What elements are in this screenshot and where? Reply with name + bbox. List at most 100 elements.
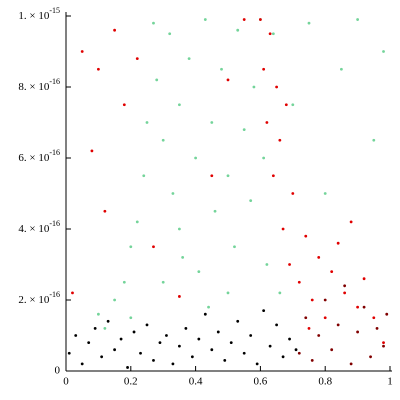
point [181, 256, 185, 259]
x-tick-label: 0.4 [189, 376, 203, 388]
point [242, 18, 246, 21]
x-tick-label: 1 [387, 376, 393, 388]
point [90, 149, 94, 153]
point [249, 334, 253, 337]
point [340, 67, 343, 71]
point [356, 18, 359, 21]
point [275, 323, 278, 327]
point [142, 174, 146, 178]
y-tick-exponent: -16 [49, 77, 60, 86]
y-tick-mantissa: 8. × 10 [18, 81, 49, 93]
x-tick-label: 0.2 [124, 376, 138, 388]
point [132, 330, 136, 334]
point [284, 103, 288, 107]
point [152, 245, 155, 249]
point [213, 209, 217, 213]
point [323, 316, 327, 320]
point [93, 327, 97, 330]
point [317, 334, 321, 337]
point [216, 330, 220, 334]
y-tick-mantissa: 2. × 10 [18, 294, 49, 306]
point [97, 312, 100, 316]
point [226, 174, 230, 178]
point [178, 344, 181, 348]
point [226, 78, 230, 82]
point [323, 192, 327, 195]
point [229, 341, 233, 344]
point [197, 337, 201, 341]
point [317, 256, 321, 259]
point [97, 67, 100, 71]
point [349, 362, 353, 366]
point [165, 334, 168, 337]
point [271, 32, 275, 36]
point [103, 209, 107, 213]
point [275, 85, 278, 89]
point [80, 50, 84, 53]
y-tick-label: 0 [55, 365, 61, 377]
point [323, 298, 327, 302]
point [304, 316, 308, 320]
point [210, 348, 214, 352]
point [129, 245, 133, 249]
point [268, 32, 272, 36]
point [343, 291, 347, 295]
point [385, 312, 389, 316]
point [262, 67, 266, 71]
point [223, 358, 227, 362]
point [87, 341, 91, 344]
point [242, 128, 246, 132]
point [372, 316, 376, 320]
point [135, 220, 139, 224]
y-tick-exponent: -16 [49, 290, 60, 299]
point [356, 305, 359, 309]
y-tick-label: 8. × 10-16 [18, 77, 60, 93]
point [122, 103, 126, 107]
point [119, 337, 123, 341]
point [291, 192, 295, 195]
point [362, 305, 366, 309]
point [113, 28, 116, 32]
point [268, 344, 272, 348]
point [281, 227, 285, 231]
point [297, 351, 301, 355]
y-tick-mantissa: 6. × 10 [18, 152, 49, 164]
point [236, 28, 240, 32]
point [103, 327, 107, 330]
point [330, 270, 334, 273]
point [382, 341, 385, 344]
point [197, 270, 201, 273]
point [171, 362, 175, 366]
point [168, 32, 172, 36]
point [372, 138, 376, 142]
point [330, 348, 334, 352]
y-tick-mantissa: 1. × 10 [18, 10, 49, 22]
point [307, 21, 311, 25]
x-tick-label: 0.6 [254, 376, 268, 388]
point [161, 138, 165, 142]
point [135, 57, 139, 60]
point [155, 78, 159, 82]
point [252, 85, 256, 89]
point [262, 156, 266, 160]
y-tick-exponent: -16 [49, 148, 60, 157]
point [294, 348, 298, 352]
point [259, 18, 262, 21]
point [349, 220, 353, 224]
point [207, 305, 210, 309]
point [158, 341, 162, 344]
point [310, 358, 314, 362]
point [161, 280, 165, 284]
point [74, 334, 78, 337]
point [265, 121, 269, 124]
point [203, 18, 207, 21]
point [362, 277, 366, 281]
point [356, 330, 359, 334]
point [171, 192, 175, 195]
y-tick-label: 1. × 10-15 [18, 6, 60, 22]
point [288, 337, 291, 341]
point [178, 103, 181, 107]
point [233, 245, 236, 249]
point [194, 156, 198, 160]
point [382, 50, 385, 53]
